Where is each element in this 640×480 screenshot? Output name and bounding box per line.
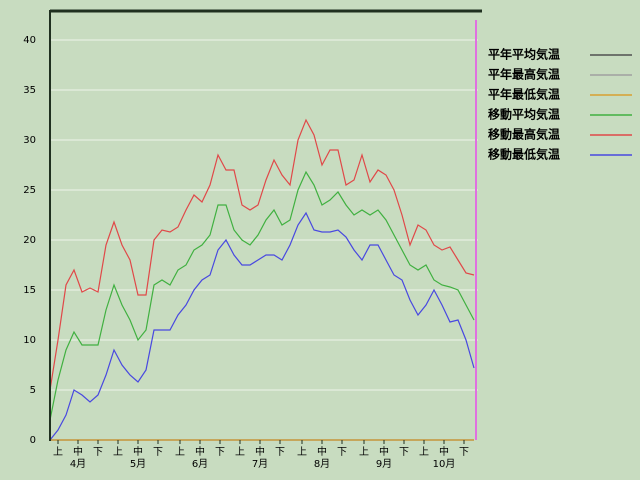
y-tick-label: 20 [23, 235, 36, 246]
legend-label: 平年最高気温 [488, 67, 560, 82]
y-tick-label: 5 [30, 385, 36, 396]
x-tick-label: 下 [399, 447, 409, 458]
y-tick-label: 30 [23, 135, 36, 146]
x-tick-label: 上 [113, 446, 123, 458]
series-line [49, 211, 475, 441]
x-tick-label: 上 [297, 446, 307, 458]
series-line [49, 118, 475, 391]
y-tick-label: 15 [23, 285, 36, 296]
y-tick-label: 10 [23, 335, 36, 346]
x-tick-label: 中 [73, 445, 83, 458]
x-tick-label: 上 [419, 446, 429, 458]
legend-label: 移動平均気温 [488, 107, 560, 122]
legend-label: 移動最低気温 [488, 147, 560, 162]
x-tick-label: 中 [133, 445, 143, 458]
x-tick-label: 下 [153, 447, 163, 458]
x-tick-label: 上 [175, 446, 185, 458]
x-tick-label: 中 [195, 445, 205, 458]
x-tick-label: 上 [53, 446, 63, 458]
month-label: 10月 [433, 458, 456, 470]
x-tick-label: 中 [439, 445, 449, 458]
series-line [49, 170, 475, 421]
y-tick-label: 40 [23, 35, 36, 46]
x-tick-label: 下 [275, 447, 285, 458]
x-tick-label: 下 [215, 447, 225, 458]
x-tick-label: 上 [235, 446, 245, 458]
x-tick-label: 中 [317, 445, 327, 458]
legend-label: 平年最低気温 [488, 87, 560, 102]
month-label: 4月 [70, 458, 86, 470]
x-tick-label: 上 [359, 446, 369, 458]
y-tick-label: 35 [23, 85, 36, 96]
y-tick-label: 0 [30, 435, 36, 446]
month-label: 8月 [314, 458, 330, 470]
x-tick-label: 中 [255, 445, 265, 458]
plot-area [49, 39, 478, 441]
x-tick-label: 下 [459, 447, 469, 458]
x-tick-label: 中 [379, 445, 389, 458]
x-tick-label: 下 [337, 447, 347, 458]
month-label: 9月 [376, 458, 392, 470]
month-label: 5月 [130, 458, 146, 470]
month-label: 7月 [252, 458, 268, 470]
legend-label: 移動最高気温 [488, 127, 560, 142]
legend-label: 平年平均気温 [488, 47, 560, 62]
x-tick-label: 下 [93, 447, 103, 458]
y-tick-label: 25 [23, 185, 36, 196]
month-label: 6月 [192, 458, 208, 470]
